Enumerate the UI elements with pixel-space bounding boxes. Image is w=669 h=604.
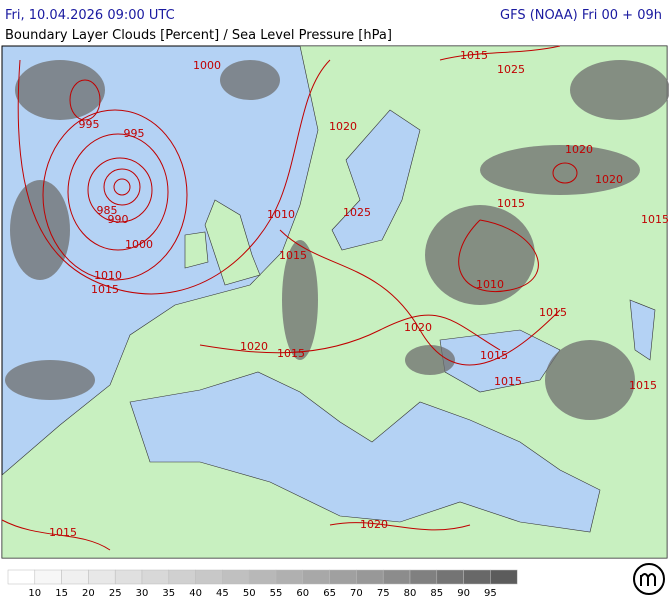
legend-label: 30 [136, 588, 149, 599]
map-title: Boundary Layer Clouds [Percent] / Sea Le… [5, 28, 392, 43]
isobar-label: 1015 [460, 49, 488, 62]
legend-label: 60 [296, 588, 309, 599]
legend-swatch [302, 569, 330, 585]
legend-swatch [114, 569, 143, 585]
legend-label: 85 [430, 588, 443, 599]
legend-label: 45 [216, 588, 229, 599]
isobar-label: 1015 [641, 213, 669, 226]
isobar-label: 1015 [497, 197, 525, 210]
legend-label: 35 [162, 588, 175, 599]
isobar-label: 1025 [497, 63, 525, 76]
caspian [629, 299, 656, 361]
isobar-label: 1015 [277, 347, 305, 360]
legend-swatch [409, 569, 438, 585]
legend-label: 40 [189, 588, 202, 599]
isobar-label: 1015 [539, 306, 567, 319]
isobar-label: 1000 [193, 59, 221, 72]
legend-swatch [88, 569, 116, 585]
legend-swatch [248, 569, 277, 585]
isobar-label: 1010 [94, 269, 122, 282]
legend-swatch [382, 569, 411, 585]
logo-mark [640, 573, 656, 586]
isobar-label: 990 [108, 213, 129, 226]
legend-swatch [7, 569, 36, 585]
legend-swatch [463, 569, 491, 585]
isobar-label: 995 [124, 127, 145, 140]
ireland [184, 231, 209, 269]
isobar-label: 1020 [329, 120, 357, 133]
legend-swatch [356, 569, 384, 585]
legend-label: 65 [323, 588, 336, 599]
baltic [331, 109, 421, 251]
britain [204, 199, 261, 286]
isobar-label: 995 [79, 118, 100, 131]
legend-label: 50 [243, 588, 256, 599]
legend-swatch [34, 569, 62, 585]
legend-label: 15 [55, 588, 68, 599]
isobar-label: 1020 [360, 518, 388, 531]
legend-swatch [222, 569, 250, 585]
isobar-label: 1015 [49, 526, 77, 539]
isobar-label: 1025 [343, 206, 371, 219]
legend-swatch [61, 569, 89, 585]
legend-swatch [329, 569, 357, 585]
legend-label: 70 [350, 588, 363, 599]
isobars [1, 45, 578, 551]
legend-swatch [490, 569, 518, 585]
legend-swatch [168, 569, 196, 585]
legend: 10 15 20 25 30 35 40 45 50 55 60 65 70 75 80 85 90 95 [7, 569, 518, 599]
isobar-label: 1015 [494, 375, 522, 388]
clouds [5, 60, 669, 420]
isobar-label: 1015 [279, 249, 307, 262]
datetime: Fri, 10.04.2026 09:00 UTC [5, 8, 175, 23]
legend-label: 75 [377, 588, 390, 599]
isobar-label: 1015 [480, 349, 508, 362]
legend-label: 90 [457, 588, 470, 599]
legend-label: 80 [404, 588, 417, 599]
legend-label: 95 [484, 588, 497, 599]
isobar-label: 1015 [91, 283, 119, 296]
model-run: GFS (NOAA) Fri 00 + 09h [500, 8, 662, 23]
legend-swatch [195, 569, 223, 585]
legend-swatch [275, 569, 304, 585]
isobar-label: 1020 [240, 340, 268, 353]
legend-label: 25 [109, 588, 122, 599]
legend-label: 20 [82, 588, 95, 599]
legend-swatch [141, 569, 170, 585]
isobar-label: 1020 [595, 173, 623, 186]
isobar-label: 985 [97, 204, 118, 217]
legend-label: 10 [28, 588, 41, 599]
mediterranean [129, 371, 601, 533]
isobar-label: 1020 [404, 321, 432, 334]
header: Fri, 10.04.2026 09:00 UTC GFS (NOAA) Fri… [5, 8, 662, 43]
legend-label: 55 [270, 588, 283, 599]
legend-swatch [436, 569, 464, 585]
isobar-label: 1015 [629, 379, 657, 392]
isobar-label: 1020 [565, 143, 593, 156]
isobar-label: 1010 [267, 208, 295, 221]
isobar-label: 1000 [125, 238, 153, 251]
isobar-label: 1010 [476, 278, 504, 291]
